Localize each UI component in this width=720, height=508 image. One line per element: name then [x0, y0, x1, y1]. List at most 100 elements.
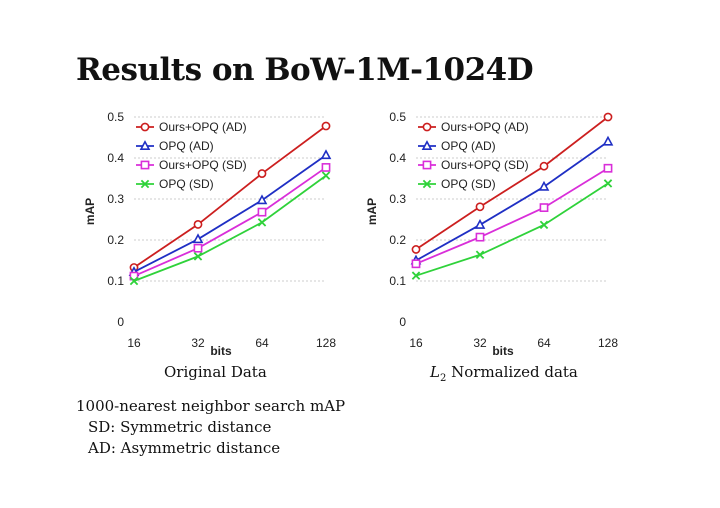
right-chart-y-tick-label: 0 [399, 315, 406, 329]
left-chart-point-s2-3 [321, 163, 331, 172]
right-chart-point-s2-0 [411, 259, 421, 269]
left-chart-legend-marker-1 [139, 140, 151, 151]
notes-line-ad: AD: Asymmetric distance [88, 439, 281, 457]
slide-notes: 1000-nearest neighbor search mAP SD: Sym… [76, 396, 345, 459]
left-chart-legend-label-2: Ours+OPQ (SD) [159, 158, 247, 172]
right-chart-series-line-3 [415, 182, 609, 277]
right-chart-point-s3-2 [539, 220, 549, 230]
caption-math-l: L [430, 363, 440, 381]
left-chart-legend-label-1: OPQ (AD) [159, 139, 214, 153]
right-chart-point-s1-2 [538, 180, 550, 191]
right-chart-point-s1-3 [602, 135, 614, 146]
left-chart-point-s3-3-stroke [321, 171, 331, 180]
left-chart-point-s2-2 [257, 207, 267, 217]
right-chart-y-tick-label: 0.2 [389, 233, 406, 247]
left-chart-legend-label-0: Ours+OPQ (AD) [159, 120, 247, 134]
right-chart-legend-marker-1 [421, 140, 433, 151]
chart-caption-l2-normalized: L2 Normalized data [430, 363, 578, 384]
left-chart-point-s3-1 [193, 252, 203, 261]
notes-line-search: 1000-nearest neighbor search mAP [76, 397, 346, 415]
caption-text: Normalized data [446, 363, 578, 381]
left-chart-series-line-3 [133, 174, 327, 282]
left-chart-point-s3-1-stroke [193, 252, 203, 261]
left-chart-point-s2-0 [129, 271, 139, 281]
right-chart-x-tick-label: 32 [473, 336, 487, 350]
right-chart-y-tick-label: 0.4 [389, 151, 406, 165]
chart-caption-original: Original Data [164, 363, 267, 381]
left-chart-point-s1-3 [320, 149, 332, 160]
left-chart-point-s0-2 [257, 169, 267, 178]
left-chart-y-tick-label: 0.5 [107, 110, 124, 124]
right-chart-point-s2-1 [475, 232, 485, 242]
right-chart-point-s3-1-stroke [475, 250, 485, 259]
chart-l2-normalized-svg: 0 0.1 0.2 0.3 0.4 0.5 16 32 64 128 bits mAP Ours+OPQ… [365, 110, 618, 358]
left-chart-point-s0-1 [193, 220, 203, 229]
right-chart-series-line-2 [415, 167, 609, 265]
left-chart-point-s1-2 [256, 194, 268, 205]
right-chart-point-s3-0-stroke [411, 271, 421, 280]
right-chart-point-s2-2 [539, 203, 549, 213]
left-chart-y-tick-label: 0.4 [107, 151, 124, 165]
caption-math-subscript: 2 [439, 373, 447, 384]
left-chart-point-s3-0-stroke [129, 276, 139, 286]
left-chart-point-s3-0 [129, 276, 139, 286]
left-chart-y-tick-label: 0.2 [107, 233, 124, 247]
right-chart-x-tick-label: 64 [537, 336, 551, 350]
right-chart-point-s3-3-stroke [603, 179, 613, 188]
right-chart-point-s3-2-stroke [539, 220, 549, 230]
right-chart-legend-label-2: Ours+OPQ (SD) [441, 158, 529, 172]
right-chart-point-s2-3 [603, 163, 613, 173]
left-chart-point-s1-1 [192, 233, 204, 244]
right-chart-legend-label-0: Ours+OPQ (AD) [441, 120, 529, 134]
left-chart-point-s0-3 [321, 121, 331, 131]
left-chart-legend-marker-0 [140, 122, 150, 132]
left-chart-legend-marker-3-stroke [140, 179, 150, 189]
left-chart-series-line-0 [133, 125, 327, 269]
slide-title: Results on BoW-1M-1024D [76, 52, 534, 88]
right-chart-y-axis-label: mAP [365, 198, 379, 225]
left-chart-series-line-1 [133, 154, 327, 273]
right-chart-series-line-0 [415, 116, 609, 251]
chart-original-data-svg: 0 0.1 0.2 0.3 0.4 0.5 16 32 64 128 bits mAP Ours+OPQ… [83, 110, 336, 358]
left-chart-y-tick-label: 0 [117, 315, 124, 329]
left-chart-x-tick-label: 128 [316, 336, 336, 350]
right-chart-legend-marker-0 [422, 122, 432, 132]
right-chart-point-s0-2 [539, 161, 549, 171]
right-chart-y-tick-label: 0.3 [389, 192, 406, 206]
right-chart-x-axis-label: bits [492, 344, 514, 358]
left-chart-x-tick-label: 16 [127, 336, 141, 350]
chart-l2-normalized: 0 0.1 0.2 0.3 0.4 0.5 16 32 64 128 bits mAP Ours+OPQ… [365, 100, 622, 362]
chart-original-data: 0 0.1 0.2 0.3 0.4 0.5 16 32 64 128 bits mAP Ours+OPQ… [83, 100, 340, 362]
right-chart-legend-marker-2 [422, 160, 432, 170]
right-chart-x-tick-label: 16 [409, 336, 423, 350]
left-chart-x-tick-label: 32 [191, 336, 205, 350]
right-chart-point-s3-0 [411, 271, 421, 280]
right-chart-legend-marker-3-stroke [422, 179, 432, 189]
left-chart-x-axis-label: bits [210, 344, 232, 358]
right-chart-legend-marker-3 [422, 179, 432, 189]
right-chart-point-s0-3 [603, 112, 613, 122]
right-chart-y-tick-label: 0.1 [389, 274, 406, 288]
right-chart-legend-label-1: OPQ (AD) [441, 139, 496, 153]
right-chart-x-tick-label: 128 [598, 336, 618, 350]
left-chart-point-s3-2-stroke [257, 218, 267, 227]
left-chart-series-line-2 [133, 166, 327, 277]
right-chart-legend-label-3: OPQ (SD) [441, 177, 496, 191]
left-chart-y-axis-label: mAP [83, 198, 97, 225]
left-chart-point-s3-2 [257, 218, 267, 227]
right-chart-point-s0-0 [411, 245, 421, 254]
left-chart-legend-label-3: OPQ (SD) [159, 177, 214, 191]
notes-line-sd: SD: Symmetric distance [88, 418, 272, 436]
left-chart-y-tick-label: 0.3 [107, 192, 124, 206]
right-chart-point-s0-1 [475, 202, 485, 212]
left-chart-point-s2-1 [193, 243, 203, 253]
right-chart-point-s3-3 [603, 179, 613, 188]
left-chart-y-tick-label: 0.1 [107, 274, 124, 288]
right-chart-point-s3-1 [475, 250, 485, 259]
left-chart-legend-marker-3 [140, 179, 150, 189]
right-chart-series-line-1 [415, 140, 609, 262]
left-chart-x-tick-label: 64 [255, 336, 269, 350]
left-chart-point-s3-3 [321, 171, 331, 180]
right-chart-point-s1-1 [474, 218, 486, 229]
right-chart-y-tick-label: 0.5 [389, 110, 406, 124]
